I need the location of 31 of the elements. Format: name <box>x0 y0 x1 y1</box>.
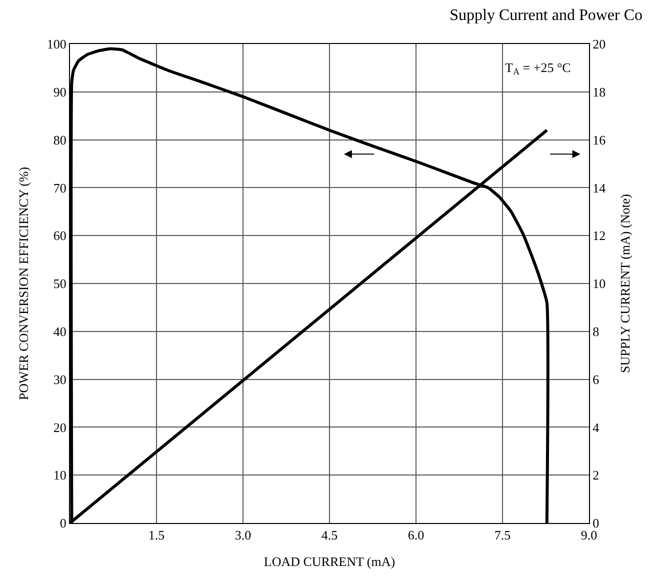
y-axis-title: POWER CONVERSION EFFICIENCY (%) <box>16 166 31 400</box>
y2-tick-label: 10 <box>592 276 606 292</box>
x-tick-label: 1.5 <box>148 528 165 543</box>
x-tick-label: 3.0 <box>234 528 252 543</box>
x-tick-label: 4.5 <box>321 528 338 543</box>
y-tick-label: 0 <box>60 516 66 531</box>
y2-tick-label: 6 <box>592 372 600 387</box>
annotation: T$_{A}$ = +25 °C <box>505 60 571 77</box>
y-tick-label: 50 <box>53 276 66 292</box>
y-tick-label: 90 <box>53 84 66 100</box>
y-tick-label: 20 <box>53 420 66 435</box>
y2-tick-label: 2 <box>592 468 600 483</box>
y-tick-label: 10 <box>53 468 66 483</box>
x-tick-label: 6.0 <box>408 528 424 543</box>
y2-axis-title: SUPPLY CURRENT (mA) (Note) <box>618 194 633 373</box>
y2-tick-label: 18 <box>592 84 606 100</box>
y-tick-label: 30 <box>53 372 66 387</box>
y2-tick-label: 12 <box>592 228 606 244</box>
y-tick-label: 40 <box>53 324 66 339</box>
y-tick-label: 70 <box>53 180 66 196</box>
chart-title: Supply Current and Power Co <box>450 6 643 24</box>
y2-tick-label: 14 <box>592 180 606 196</box>
x-tick-label: 7.5 <box>494 528 511 543</box>
y2-tick-label: 20 <box>592 36 606 52</box>
y2-tick-label: 8 <box>592 324 600 339</box>
y2-tick-label: 4 <box>592 420 600 435</box>
x-axis-title: LOAD CURRENT (mA) <box>264 554 396 570</box>
y-tick-label: 100 <box>46 36 66 52</box>
y2-tick-label: 16 <box>592 132 606 148</box>
y-tick-label: 80 <box>53 132 66 148</box>
y-tick-label: 60 <box>53 228 66 244</box>
